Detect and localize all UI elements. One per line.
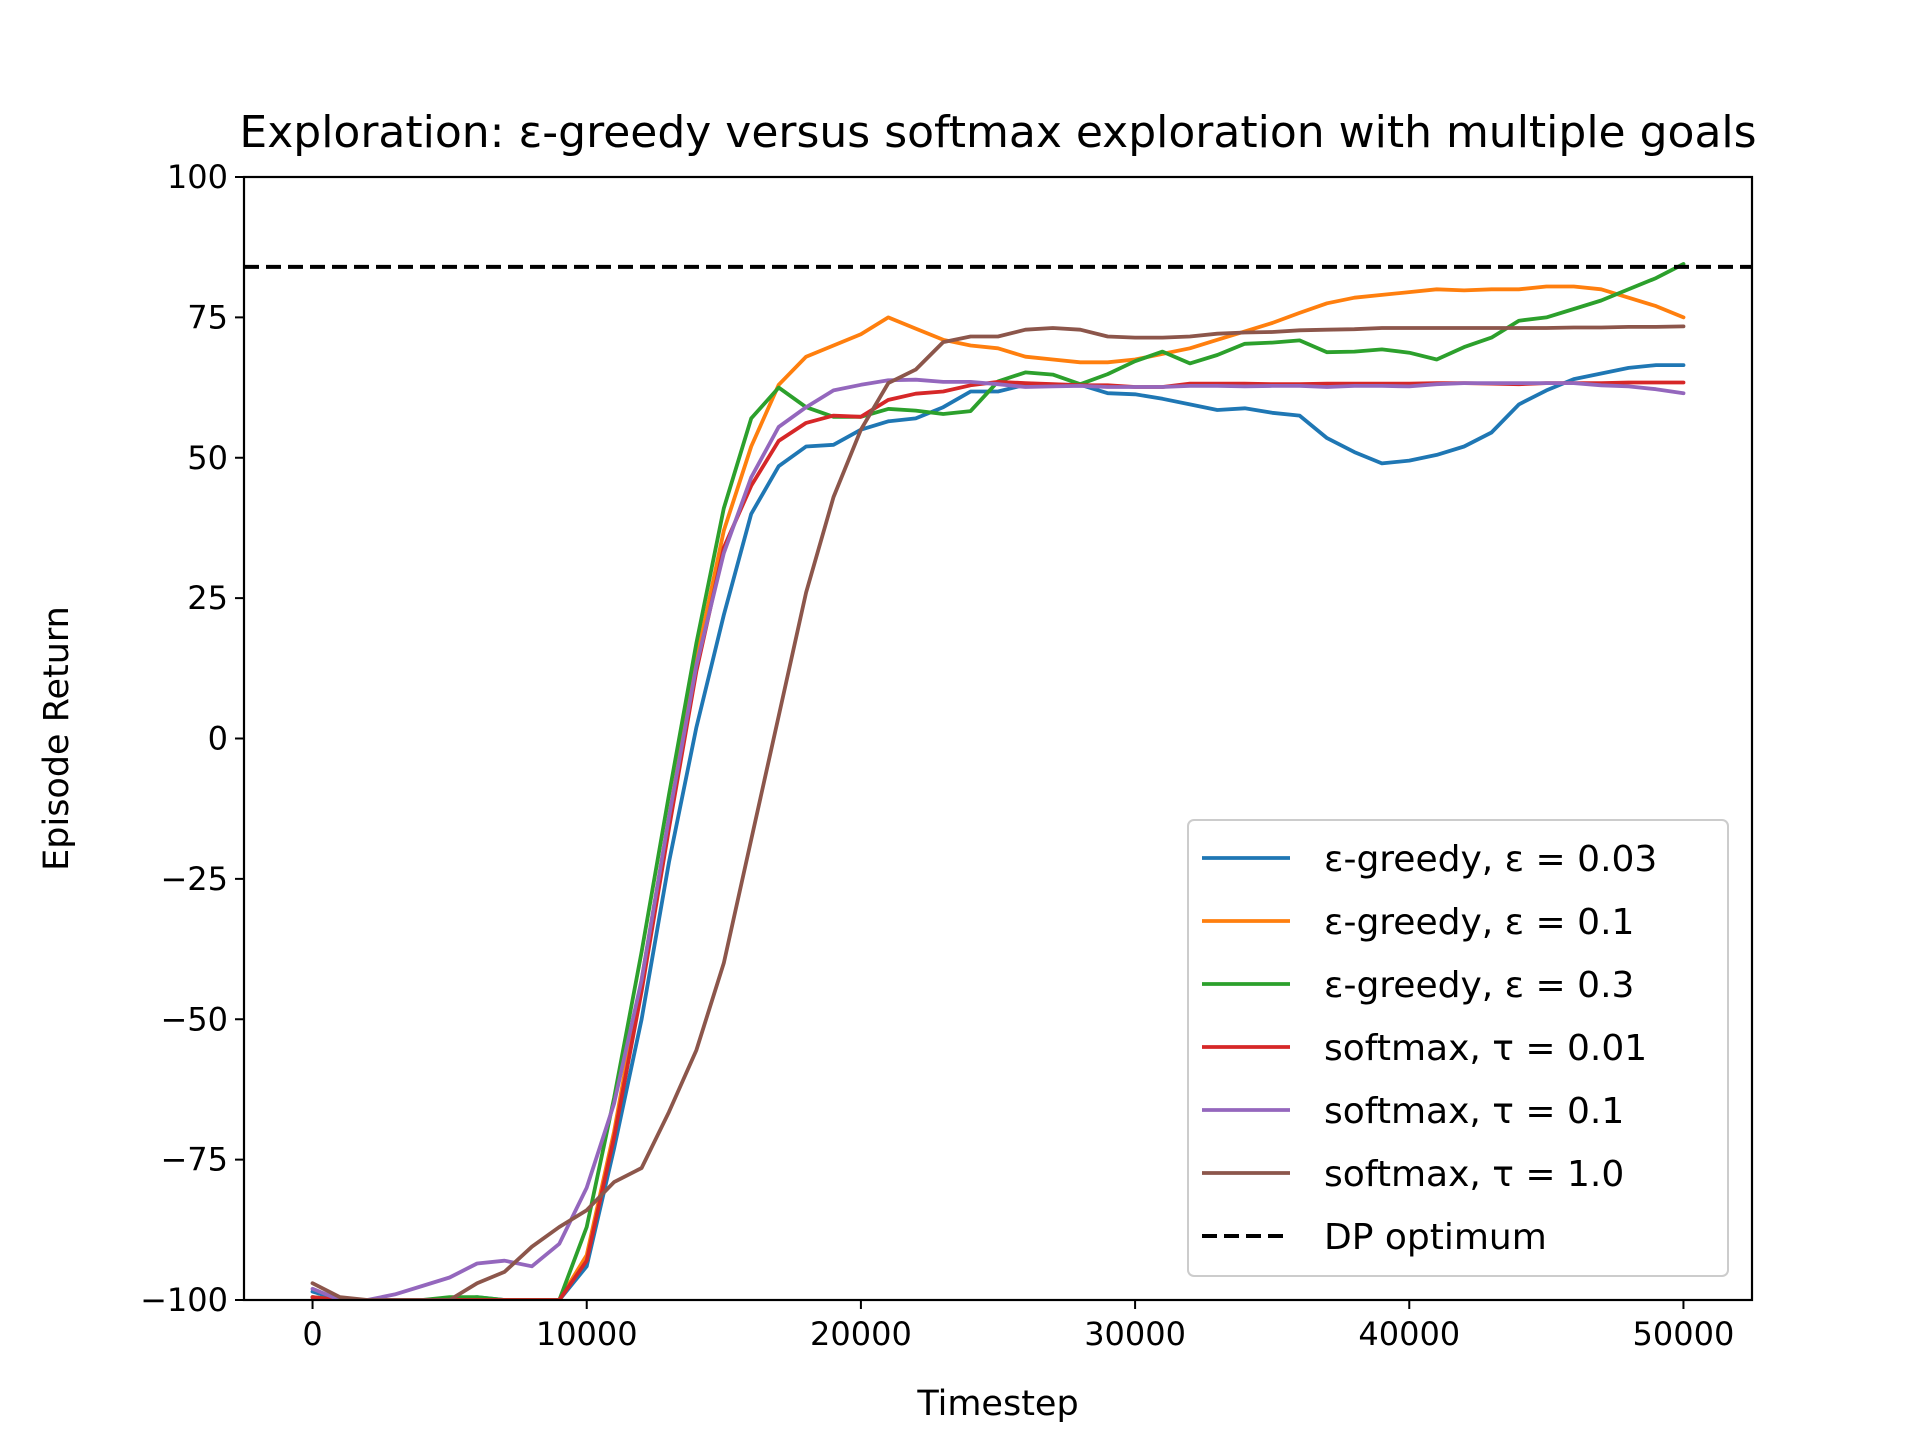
- y-axis-label: Episode Return: [37, 606, 77, 871]
- legend-label-1: ε-greedy, ε = 0.1: [1324, 902, 1634, 943]
- y-tick-label: 75: [187, 298, 228, 336]
- y-tick-label: 100: [167, 158, 228, 196]
- x-tick-label: 0: [302, 1315, 322, 1353]
- y-tick-label: 0: [208, 720, 228, 758]
- y-axis: 100 75 50 25 0 −25 −50 −75 −100: [140, 158, 244, 1319]
- series-line-4: [310, 377, 1686, 1300]
- x-tick-label: 30000: [1084, 1315, 1186, 1353]
- y-tick-label: −25: [160, 860, 228, 898]
- x-axis-label: Timestep: [916, 1384, 1078, 1424]
- series-layer: [244, 262, 1752, 1300]
- x-tick-label: 20000: [810, 1315, 912, 1353]
- legend: ε-greedy, ε = 0.03 ε-greedy, ε = 0.1 ε-gre…: [1187, 819, 1729, 1277]
- legend-label-5: softmax, τ = 1.0: [1324, 1154, 1624, 1195]
- legend-label-2: ε-greedy, ε = 0.3: [1324, 965, 1634, 1006]
- chart-title: Exploration: ε-greedy versus softmax exp…: [239, 107, 1756, 158]
- x-axis: 0 10000 20000 30000 40000 50000: [302, 1300, 1734, 1353]
- legend-label-0: ε-greedy, ε = 0.03: [1324, 839, 1657, 880]
- y-tick-label: −75: [160, 1141, 228, 1179]
- x-tick-label: 10000: [536, 1315, 638, 1353]
- x-tick-label: 40000: [1358, 1315, 1460, 1353]
- x-tick-label: 50000: [1633, 1315, 1735, 1353]
- legend-label-4: softmax, τ = 0.1: [1324, 1091, 1624, 1132]
- legend-label-3: softmax, τ = 0.01: [1324, 1028, 1647, 1069]
- y-tick-label: 25: [187, 579, 228, 617]
- series-line-1: [310, 284, 1686, 1300]
- series-line-5: [310, 324, 1686, 1300]
- y-tick-label: 50: [187, 439, 228, 477]
- y-tick-label: −50: [160, 1000, 228, 1038]
- legend-box: [1187, 819, 1729, 1277]
- y-tick-label: −100: [140, 1281, 228, 1319]
- legend-label-6: DP optimum: [1324, 1217, 1547, 1258]
- series-line-0: [310, 363, 1686, 1300]
